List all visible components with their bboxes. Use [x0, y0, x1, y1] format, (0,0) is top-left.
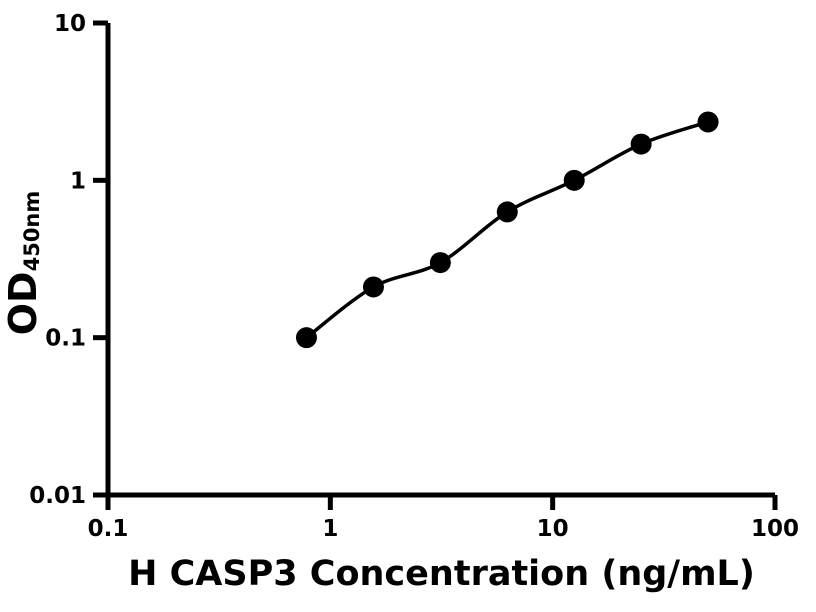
data-point — [563, 169, 585, 191]
y-axis-title-text: OD450nm — [1, 190, 45, 336]
x-tick-label: 10 — [537, 516, 569, 542]
data-point — [362, 276, 384, 298]
y-tick-label: 0.1 — [45, 326, 86, 352]
y-axis-title-main: OD — [1, 271, 45, 336]
y-tick-label: 10 — [54, 11, 86, 37]
data-point — [429, 252, 451, 274]
standard-curve-line — [304, 120, 710, 340]
y-axis-title-subscript: 450nm — [20, 190, 44, 272]
data-point — [697, 111, 719, 133]
x-tick-label: 100 — [751, 516, 799, 542]
x-axis-title: H CASP3 Concentration (ng/mL) — [128, 554, 755, 594]
x-tick-label: 1 — [322, 516, 338, 542]
data-point — [630, 133, 652, 155]
data-point — [295, 327, 317, 349]
series-group — [295, 111, 719, 349]
y-tick-label: 1 — [70, 168, 86, 194]
y-tick-label: 0.01 — [29, 483, 86, 509]
data-point — [496, 201, 518, 223]
x-tick-label: 0.1 — [88, 516, 129, 542]
